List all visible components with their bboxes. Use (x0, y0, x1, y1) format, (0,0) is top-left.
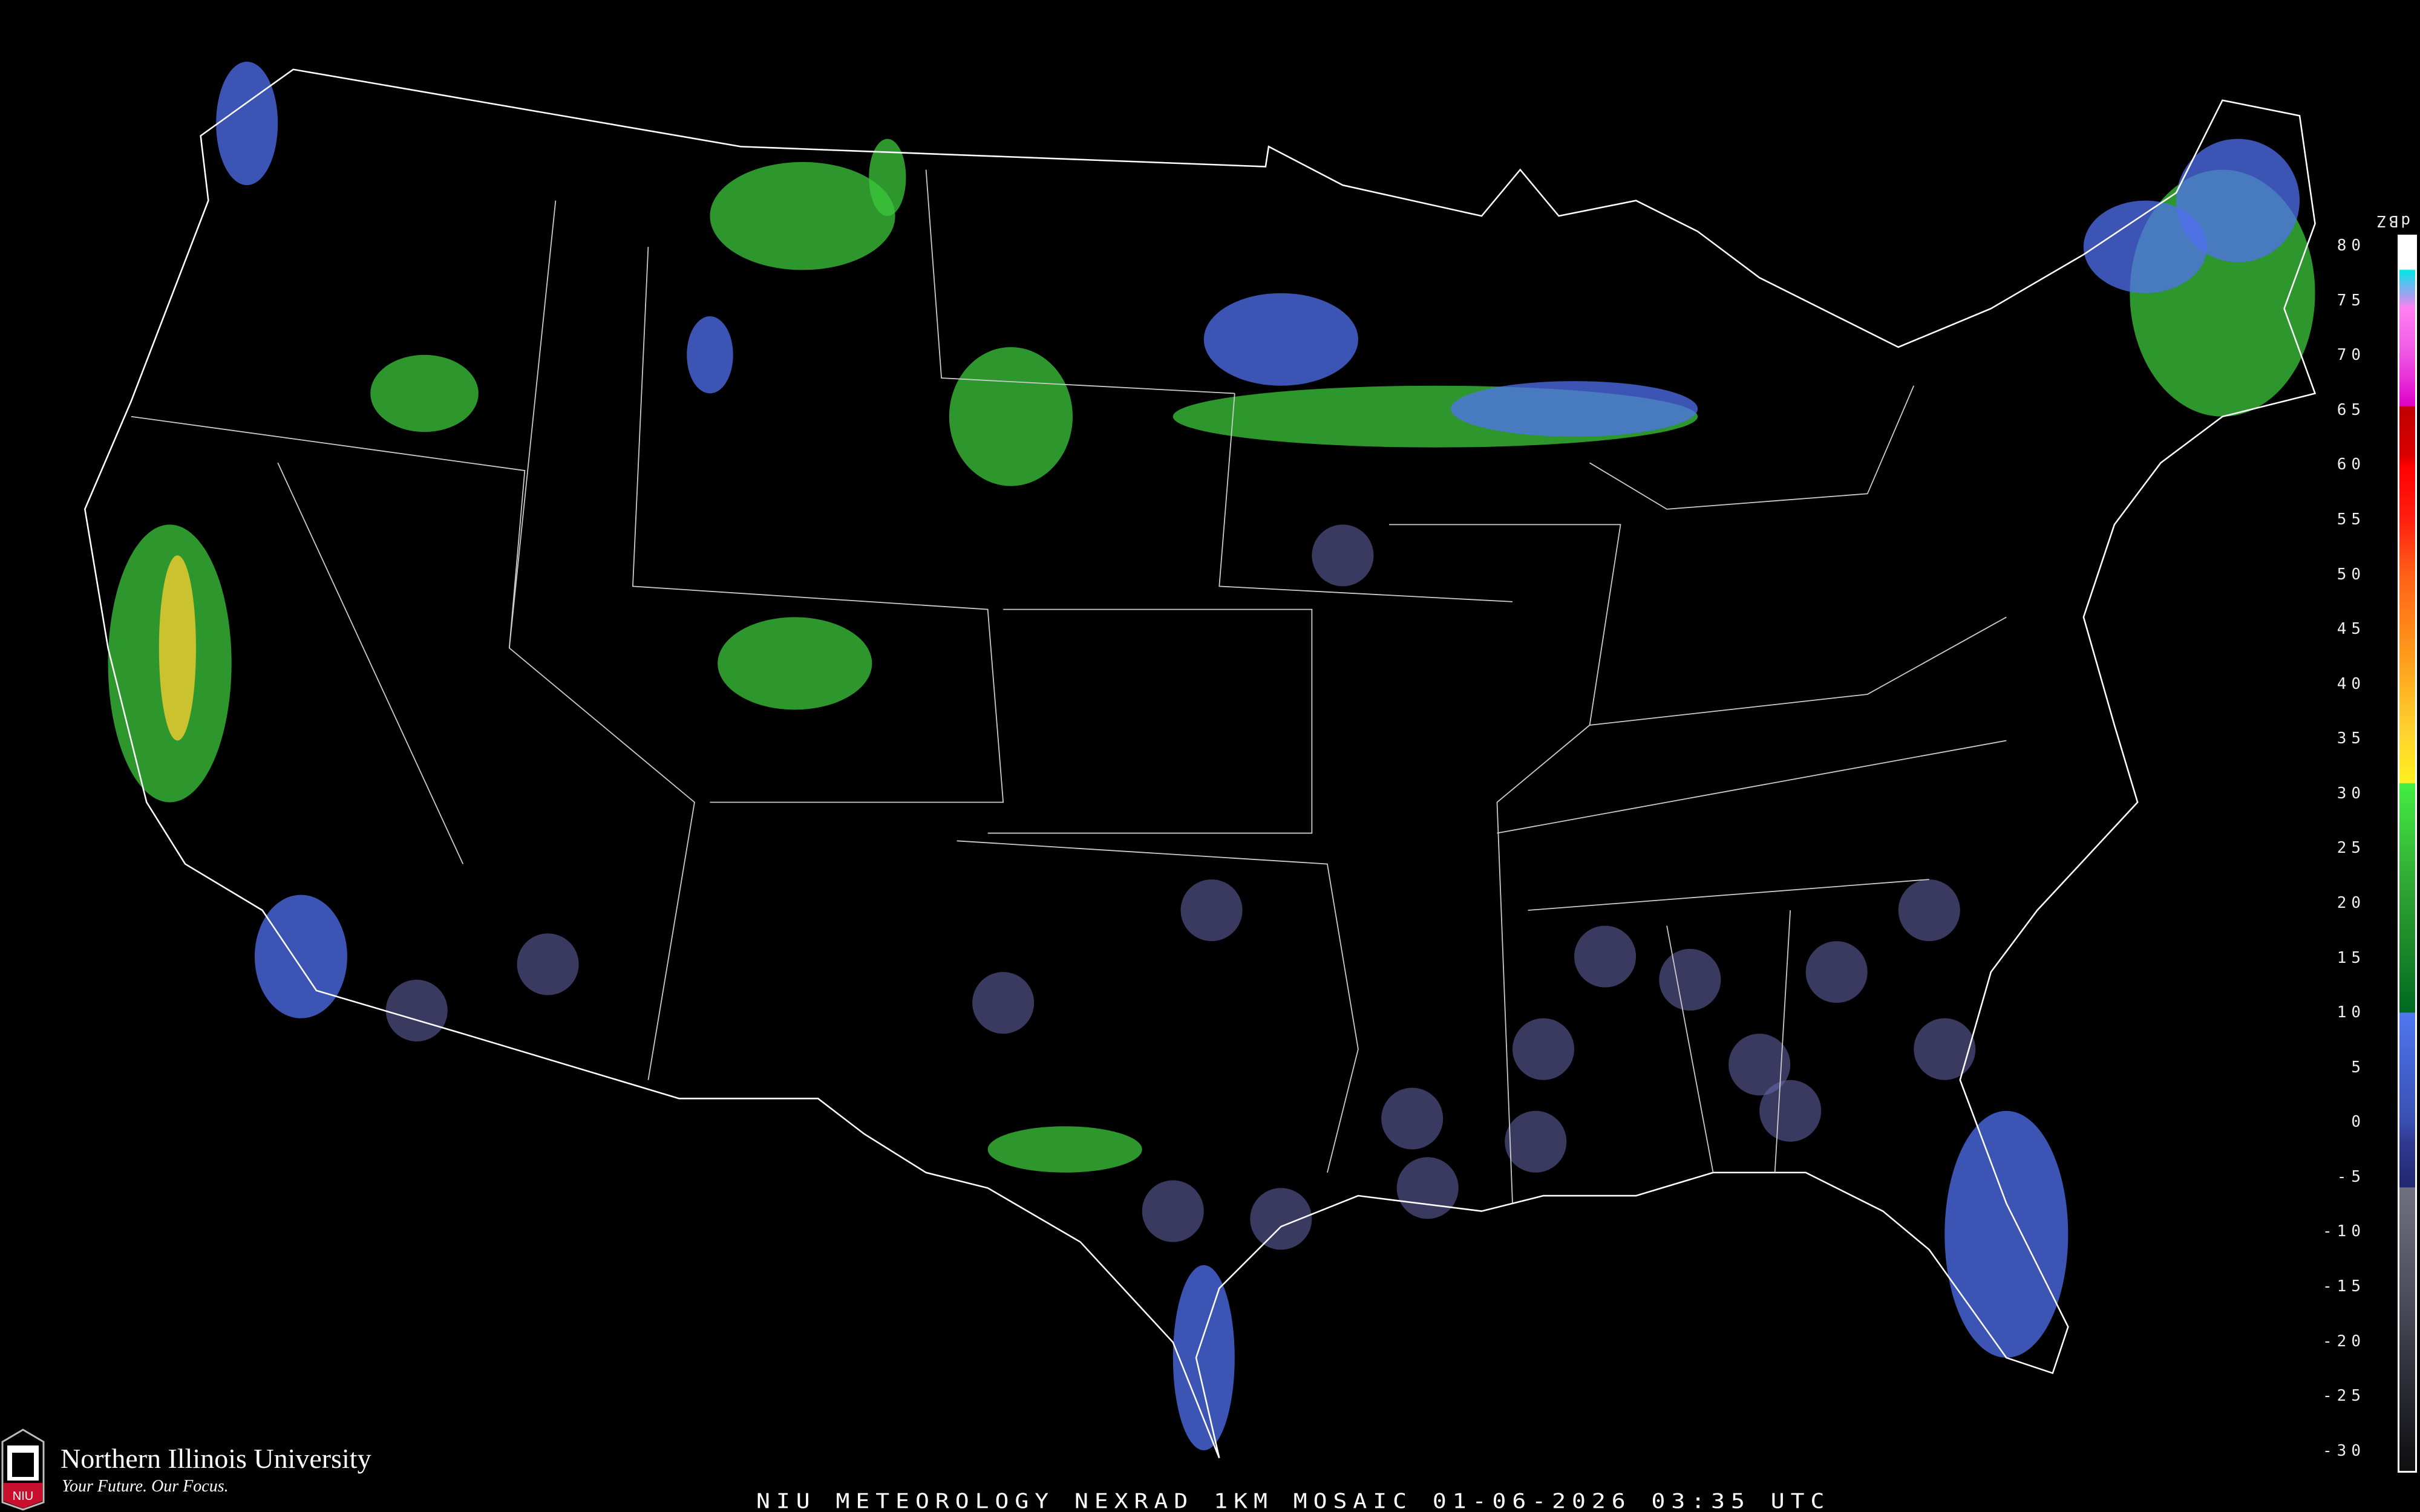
precip-echo (1172, 1265, 1235, 1450)
precip-echo (718, 617, 872, 710)
ground-clutter-echo (1659, 948, 1721, 1011)
colorbar-label: -10 (2323, 1222, 2366, 1241)
ground-clutter-echo (1312, 524, 1374, 587)
ground-clutter-echo (1381, 1087, 1444, 1150)
colorbar-label: 15 (2337, 948, 2366, 967)
colorbar-label: -20 (2323, 1332, 2366, 1351)
ground-clutter-echo (517, 933, 579, 996)
map-caption: NIU METEOROLOGY NEXRAD 1KM MOSAIC 01-06-… (756, 1489, 1831, 1512)
ground-clutter-echo (1505, 1110, 1567, 1173)
precip-echo (2083, 200, 2207, 293)
colorbar-label: 25 (2337, 839, 2366, 858)
precip-echo (869, 138, 906, 217)
precip-echo (159, 555, 196, 741)
state-borders (131, 169, 2007, 1204)
us-outline (83, 68, 2317, 1459)
legend-unit: dBZ (2375, 212, 2410, 230)
ground-clutter-echo (1396, 1157, 1459, 1219)
colorbar-label: 35 (2337, 729, 2366, 748)
colorbar-label: 5 (2351, 1058, 2366, 1077)
colorbar-label: -5 (2337, 1167, 2366, 1186)
colorbar-label: 70 (2337, 346, 2366, 365)
ground-clutter-echo (1142, 1180, 1204, 1242)
ground-clutter-echo (1180, 879, 1243, 942)
colorbar-label: 30 (2337, 784, 2366, 803)
precip-echo (987, 1126, 1142, 1173)
colorbar-label: -15 (2323, 1277, 2366, 1296)
precip-echo (1203, 293, 1358, 386)
ground-clutter-echo (1759, 1080, 1822, 1142)
ground-clutter-echo (1898, 879, 1960, 942)
precip-echo (370, 354, 479, 432)
precip-echo (949, 347, 1073, 486)
ground-clutter-echo (1574, 925, 1637, 988)
ground-clutter-echo (1805, 941, 1868, 1003)
ground-clutter-echo (972, 972, 1035, 1034)
university-name: Northern Illinois University (60, 1443, 371, 1474)
niu-logo-icon: NIU (1, 1429, 45, 1511)
precip-echo (687, 316, 733, 394)
radar-echoes (108, 62, 2315, 1450)
colorbar-label: 75 (2337, 291, 2366, 310)
colorbar-label: 40 (2337, 674, 2366, 693)
ground-clutter-echo (1914, 1018, 1976, 1080)
colorbar-label: 55 (2337, 510, 2366, 529)
colorbar-label: 80 (2337, 236, 2366, 255)
ground-clutter-echo (385, 979, 448, 1041)
colorbar-label: -30 (2323, 1441, 2366, 1460)
colorbar-label: 65 (2337, 400, 2366, 419)
reflectivity-colorbar (2398, 235, 2417, 1473)
university-tagline: Your Future. Our Focus. (62, 1477, 229, 1496)
colorbar-label: 50 (2337, 565, 2366, 584)
ground-clutter-echo (1728, 1034, 1791, 1096)
precip-echo (710, 161, 895, 270)
colorbar-label: 60 (2337, 455, 2366, 474)
ground-clutter-echo (1512, 1018, 1575, 1080)
precip-echo (254, 894, 347, 1018)
colorbar-label: 0 (2351, 1113, 2366, 1132)
colorbar-label: -25 (2323, 1387, 2366, 1406)
precip-echo (2176, 138, 2300, 262)
ground-clutter-echo (1250, 1188, 1312, 1250)
precip-echo (216, 62, 278, 186)
colorbar-label: 10 (2337, 1003, 2366, 1022)
precip-echo (1450, 381, 1698, 437)
colorbar-label: 45 (2337, 620, 2366, 639)
logo-text: NIU (13, 1490, 33, 1503)
precip-echo (1944, 1110, 2068, 1358)
colorbar-label: 20 (2337, 894, 2366, 913)
